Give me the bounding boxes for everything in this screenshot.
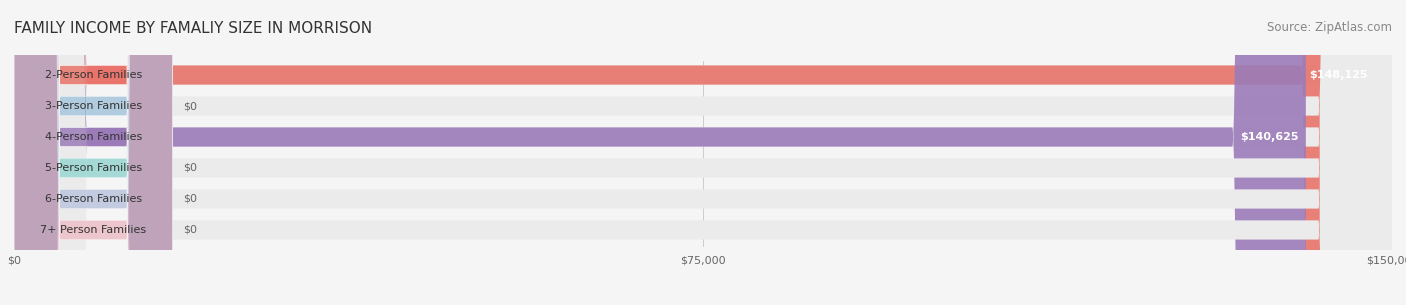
FancyBboxPatch shape — [14, 0, 173, 305]
Text: $0: $0 — [184, 163, 197, 173]
Text: 4-Person Families: 4-Person Families — [45, 132, 142, 142]
Text: 7+ Person Families: 7+ Person Families — [41, 225, 146, 235]
Text: 5-Person Families: 5-Person Families — [45, 163, 142, 173]
Text: FAMILY INCOME BY FAMALIY SIZE IN MORRISON: FAMILY INCOME BY FAMALIY SIZE IN MORRISO… — [14, 21, 373, 36]
FancyBboxPatch shape — [14, 0, 173, 305]
FancyBboxPatch shape — [14, 0, 1306, 305]
FancyBboxPatch shape — [14, 0, 173, 305]
FancyBboxPatch shape — [14, 0, 1392, 305]
Text: $148,125: $148,125 — [1309, 70, 1368, 80]
Text: $0: $0 — [184, 194, 197, 204]
Text: $0: $0 — [184, 101, 197, 111]
FancyBboxPatch shape — [14, 0, 1392, 305]
FancyBboxPatch shape — [14, 0, 1392, 305]
Text: Source: ZipAtlas.com: Source: ZipAtlas.com — [1267, 21, 1392, 34]
FancyBboxPatch shape — [14, 0, 173, 305]
Text: $0: $0 — [184, 225, 197, 235]
FancyBboxPatch shape — [14, 0, 1375, 305]
Text: 2-Person Families: 2-Person Families — [45, 70, 142, 80]
FancyBboxPatch shape — [14, 0, 1392, 305]
Text: 3-Person Families: 3-Person Families — [45, 101, 142, 111]
FancyBboxPatch shape — [14, 0, 173, 305]
FancyBboxPatch shape — [14, 0, 1392, 305]
Text: $140,625: $140,625 — [1240, 132, 1299, 142]
Text: 6-Person Families: 6-Person Families — [45, 194, 142, 204]
FancyBboxPatch shape — [14, 0, 1392, 305]
FancyBboxPatch shape — [14, 0, 173, 305]
